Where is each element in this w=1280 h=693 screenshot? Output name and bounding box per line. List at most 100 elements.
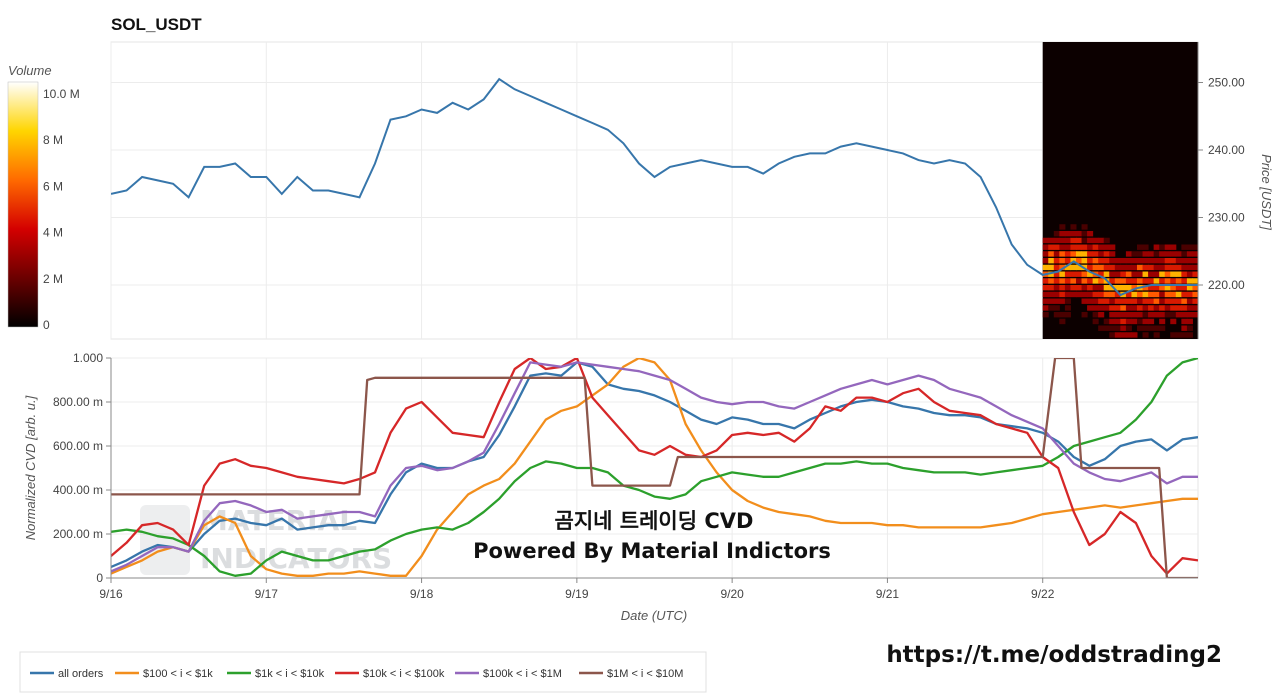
heatmap-cell (1098, 291, 1105, 298)
heatmap-cell (1125, 285, 1132, 291)
heatmap-cell (1170, 305, 1177, 311)
heatmap-cell (1159, 264, 1166, 271)
heatmap-cell (1170, 312, 1177, 318)
heatmap-cell (1131, 291, 1138, 298)
legend-label: $10k < i < $100k (363, 668, 445, 680)
heatmap-cell (1070, 285, 1077, 291)
colorbar-tick-label: 2 M (43, 272, 63, 286)
credit-link[interactable]: https://t.me/oddstrading2 (886, 642, 1222, 668)
heatmap-cell (1064, 271, 1071, 277)
heatmap-cell (1098, 305, 1105, 311)
heatmap-cell (1098, 244, 1105, 250)
heatmap-cell (1131, 285, 1138, 291)
heatmap-cell (1064, 278, 1071, 284)
heatmap-cell (1114, 271, 1121, 277)
heatmap-cell (1186, 318, 1193, 325)
price-lines (111, 77, 1198, 297)
heatmap-cell (1103, 258, 1110, 264)
price-y-tick-label: 220.00 (1208, 278, 1245, 292)
heatmap-cell (1164, 285, 1171, 291)
heatmap-cell (1087, 305, 1094, 311)
heatmap-cell (1142, 285, 1149, 291)
cvd-x-tick-label: 9/18 (410, 587, 434, 601)
heatmap-cell (1042, 251, 1049, 257)
heatmap-cell (1181, 291, 1188, 298)
heatmap-cell (1064, 258, 1071, 264)
heatmap-cell (1142, 291, 1149, 298)
heatmap-cell (1081, 285, 1088, 291)
colorbar-title: Volume (8, 63, 52, 78)
heatmap-cell (1098, 237, 1105, 244)
heatmap-cell (1186, 258, 1193, 264)
heatmap-cell (1136, 305, 1144, 311)
heatmap-cell (1148, 285, 1155, 291)
cvd-x-axis-label: Date (UTC) (621, 608, 687, 623)
heatmap-cell (1070, 224, 1077, 230)
heatmap-cell (1153, 291, 1160, 298)
heatmap-cell (1042, 264, 1049, 271)
heatmap-cell (1192, 285, 1198, 291)
heatmap-cell (1136, 318, 1144, 325)
heatmap-cell (1175, 305, 1182, 311)
heatmap-cell (1164, 271, 1171, 277)
heatmap-cell (1109, 271, 1116, 277)
chart-title: SOL_USDT (111, 15, 202, 34)
heatmap-cell (1092, 264, 1099, 271)
heatmap-cell (1148, 298, 1155, 304)
heatmap-cell (1092, 305, 1099, 311)
heatmap-cell (1120, 278, 1127, 284)
heatmap-cell (1103, 305, 1110, 311)
heatmap-cell (1048, 251, 1055, 257)
cvd-line-2 (111, 358, 1198, 577)
heatmap-cell (1109, 305, 1116, 311)
heatmap-cell (1064, 285, 1071, 291)
cvd-x-tick-label: 9/17 (255, 587, 279, 601)
heatmap-cell (1109, 278, 1116, 284)
heatmap-cell (1186, 244, 1193, 250)
heatmap-cell (1103, 298, 1110, 304)
heatmap-cell (1159, 244, 1166, 250)
heatmap-cell (1059, 312, 1066, 318)
heatmap-cell (1164, 291, 1171, 298)
heatmap-cell (1103, 291, 1110, 298)
heatmap-cell (1103, 318, 1110, 325)
heatmap-cell (1148, 251, 1155, 257)
heatmap-cell (1170, 318, 1177, 325)
heatmap-cell (1175, 278, 1182, 284)
heatmap-cell (1175, 251, 1182, 257)
heatmap-cell (1164, 298, 1171, 304)
volume-heatmap (1042, 42, 1198, 339)
heatmap-cell (1053, 237, 1060, 244)
heatmap-cell (1081, 251, 1088, 257)
heatmap-cell (1142, 305, 1149, 311)
heatmap-cell (1109, 318, 1116, 325)
heatmap-cell (1048, 244, 1055, 250)
heatmap-cell (1070, 231, 1077, 237)
heatmap-cell (1153, 258, 1160, 264)
heatmap-cell (1092, 291, 1099, 298)
heatmap-cell (1087, 251, 1094, 257)
heatmap-cell (1125, 251, 1132, 257)
heatmap-cell (1159, 251, 1166, 257)
heatmap-cell (1103, 325, 1110, 331)
heatmap-cell (1070, 278, 1077, 284)
heatmap-cell (1170, 251, 1177, 257)
heatmap-cell (1092, 318, 1099, 325)
heatmap-cell (1059, 298, 1066, 304)
heatmap-cell (1125, 258, 1132, 264)
heatmap-cell (1142, 264, 1149, 271)
cvd-y-tick-label: 1.000 (73, 351, 103, 365)
heatmap-cell (1125, 305, 1132, 311)
heatmap-cell (1114, 312, 1121, 318)
heatmap-cell (1081, 244, 1088, 250)
heatmap-cell (1181, 271, 1188, 277)
heatmap-cell (1087, 258, 1094, 264)
heatmap-cell (1153, 332, 1160, 338)
heatmap-cell (1136, 244, 1144, 250)
heatmap-cell (1148, 291, 1155, 298)
heatmap-cell (1153, 244, 1160, 250)
heatmap-cell (1070, 251, 1077, 257)
cvd-line-4 (111, 361, 1198, 573)
colorbar-tick-label: 10.0 M (43, 87, 80, 101)
heatmap-cell (1081, 231, 1088, 237)
